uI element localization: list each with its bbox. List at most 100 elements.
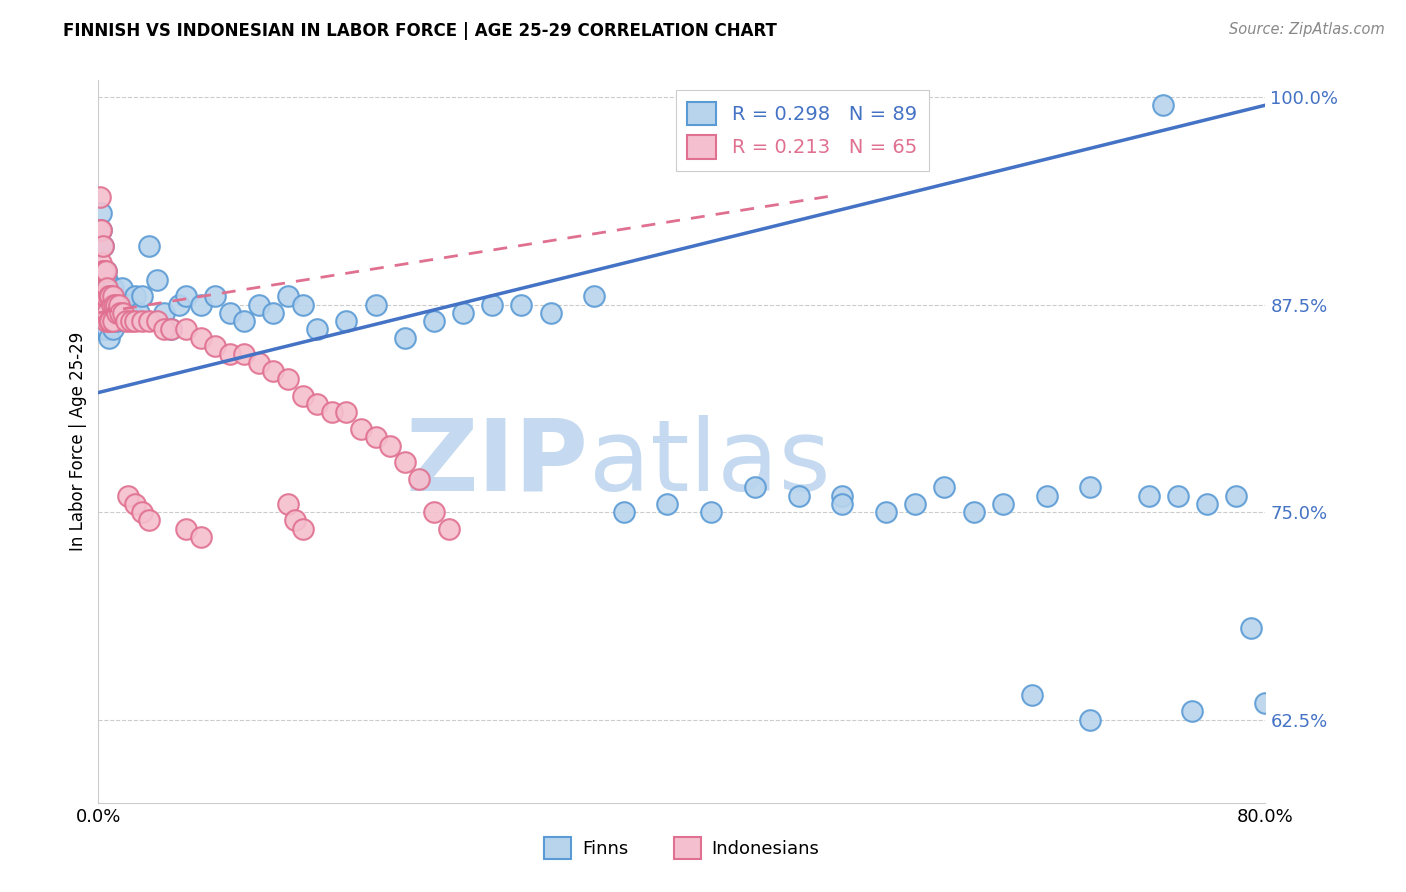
- Text: FINNISH VS INDONESIAN IN LABOR FORCE | AGE 25-29 CORRELATION CHART: FINNISH VS INDONESIAN IN LABOR FORCE | A…: [63, 22, 778, 40]
- Point: [128, 306, 150, 320]
- Point: [111, 281, 134, 295]
- Point: [291, 522, 314, 536]
- Text: ZIP: ZIP: [406, 415, 589, 512]
- Point: [91, 289, 114, 303]
- Point: [364, 430, 387, 444]
- Point: [233, 314, 256, 328]
- Point: [93, 289, 115, 303]
- Point: [423, 505, 446, 519]
- Point: [1080, 480, 1102, 494]
- Point: [437, 522, 460, 536]
- Point: [105, 306, 128, 320]
- Point: [89, 289, 111, 303]
- Point: [1240, 621, 1263, 635]
- Point: [94, 314, 117, 328]
- Point: [93, 306, 115, 320]
- Point: [423, 314, 446, 328]
- Point: [190, 331, 212, 345]
- Point: [89, 289, 111, 303]
- Point: [1035, 489, 1057, 503]
- Point: [262, 306, 284, 320]
- Point: [94, 264, 117, 278]
- Point: [104, 297, 127, 311]
- Point: [451, 306, 474, 320]
- Point: [204, 339, 226, 353]
- Point: [218, 306, 240, 320]
- Point: [700, 505, 723, 519]
- Point: [394, 331, 416, 345]
- Point: [247, 297, 270, 311]
- Point: [262, 364, 284, 378]
- Point: [101, 314, 124, 328]
- Point: [91, 306, 114, 320]
- Point: [90, 256, 112, 270]
- Point: [307, 322, 329, 336]
- Point: [98, 289, 121, 303]
- Point: [612, 505, 634, 519]
- Point: [124, 289, 146, 303]
- Point: [89, 189, 111, 203]
- Point: [90, 223, 112, 237]
- Point: [115, 314, 138, 328]
- Point: [104, 306, 127, 320]
- Point: [291, 297, 314, 311]
- Point: [90, 239, 112, 253]
- Point: [91, 322, 114, 336]
- Point: [98, 314, 121, 328]
- Point: [97, 306, 120, 320]
- Point: [350, 422, 373, 436]
- Point: [744, 480, 766, 494]
- Point: [321, 405, 343, 419]
- Point: [101, 289, 124, 303]
- Point: [1080, 713, 1102, 727]
- Point: [131, 314, 153, 328]
- Point: [103, 297, 125, 311]
- Point: [91, 239, 114, 253]
- Point: [114, 306, 136, 320]
- Point: [277, 372, 299, 386]
- Point: [108, 297, 131, 311]
- Point: [1152, 98, 1174, 112]
- Point: [1137, 489, 1160, 503]
- Point: [124, 497, 146, 511]
- Point: [94, 322, 117, 336]
- Point: [934, 480, 956, 494]
- Point: [307, 397, 329, 411]
- Point: [96, 297, 118, 311]
- Point: [160, 322, 183, 336]
- Point: [291, 389, 314, 403]
- Point: [138, 513, 160, 527]
- Point: [1225, 489, 1247, 503]
- Point: [153, 322, 176, 336]
- Point: [160, 322, 183, 336]
- Text: Source: ZipAtlas.com: Source: ZipAtlas.com: [1229, 22, 1385, 37]
- Point: [100, 297, 122, 311]
- Point: [90, 206, 112, 220]
- Point: [93, 264, 115, 278]
- Point: [120, 306, 142, 320]
- Text: atlas: atlas: [589, 415, 830, 512]
- Point: [190, 530, 212, 544]
- Point: [117, 297, 139, 311]
- Point: [364, 297, 387, 311]
- Point: [93, 306, 115, 320]
- Legend: Finns, Indonesians: Finns, Indonesians: [537, 830, 827, 866]
- Point: [90, 223, 112, 237]
- Point: [94, 289, 117, 303]
- Point: [89, 306, 111, 320]
- Point: [89, 322, 111, 336]
- Point: [190, 297, 212, 311]
- Point: [408, 472, 430, 486]
- Point: [1021, 688, 1043, 702]
- Point: [204, 289, 226, 303]
- Point: [138, 314, 160, 328]
- Point: [540, 306, 562, 320]
- Point: [131, 289, 153, 303]
- Point: [657, 497, 679, 511]
- Point: [1254, 696, 1277, 710]
- Point: [96, 281, 118, 295]
- Point: [91, 239, 114, 253]
- Point: [97, 289, 120, 303]
- Point: [394, 455, 416, 469]
- Point: [510, 297, 533, 311]
